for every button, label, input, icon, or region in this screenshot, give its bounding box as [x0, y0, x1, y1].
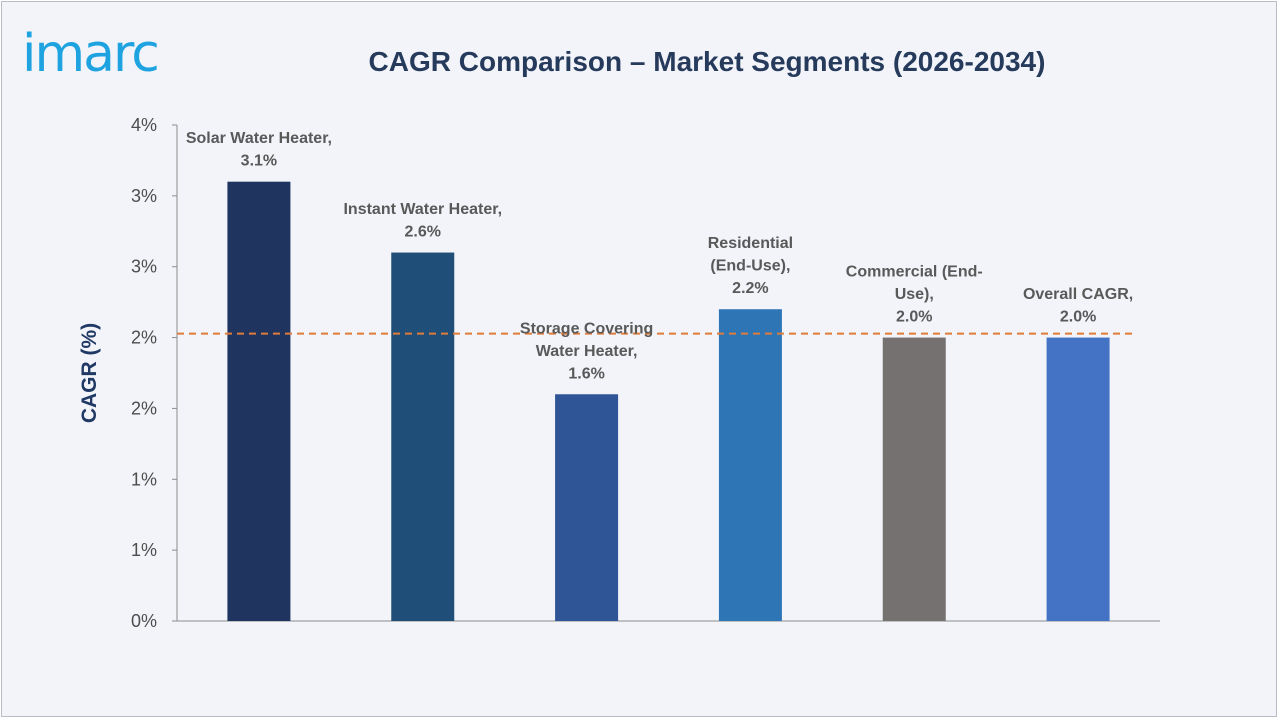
- bar-storage-covering-water-heater: [555, 394, 619, 621]
- data-label: Instant Water Heater,: [343, 201, 502, 218]
- data-label: Use),: [895, 286, 934, 303]
- bars: [227, 181, 1110, 622]
- bar-solar-water-heater: [227, 181, 291, 621]
- y-axis-label: CAGR (%): [78, 323, 101, 423]
- y-tick-label: 0%: [131, 611, 157, 631]
- bar-commercial-end-use: [882, 337, 946, 621]
- data-label: 2.6%: [405, 224, 441, 241]
- data-labels: Solar Water Heater, 3.1% Instant Water Hea…: [186, 130, 1133, 382]
- data-label: 2.0%: [1060, 309, 1096, 326]
- y-tick-label: 4%: [131, 115, 157, 135]
- logo-text: imarc: [22, 24, 160, 84]
- bar-instant-water-heater: [391, 252, 455, 622]
- imarc-logo: imarc: [22, 24, 212, 84]
- data-label: 2.0%: [896, 309, 932, 326]
- y-axis-ticks: 0% 1% 1% 2% 2% 3% 3% 4%: [131, 115, 177, 631]
- bar-residential-end-use: [718, 309, 782, 621]
- data-label: Storage Covering: [520, 320, 653, 337]
- y-tick-label: 1%: [131, 469, 157, 489]
- data-label: Solar Water Heater,: [186, 130, 332, 147]
- y-tick-label: 3%: [131, 186, 157, 206]
- y-tick-label: 2%: [131, 398, 157, 418]
- y-tick-label: 2%: [131, 328, 157, 348]
- data-label: Residential: [708, 235, 793, 252]
- chart-title: CAGR Comparison – Market Segments (2026-…: [368, 46, 1046, 77]
- data-label: (End-Use),: [710, 258, 790, 275]
- data-label: Water Heater,: [536, 343, 638, 360]
- y-tick-label: 3%: [131, 257, 157, 277]
- data-label: Commercial (End-: [846, 264, 983, 281]
- data-label: 3.1%: [241, 153, 277, 170]
- bar-overall-cagr: [1046, 337, 1110, 621]
- data-label: 1.6%: [568, 365, 604, 382]
- data-label: 2.2%: [732, 280, 768, 297]
- y-tick-label: 1%: [131, 540, 157, 560]
- data-label: Overall CAGR,: [1023, 286, 1133, 303]
